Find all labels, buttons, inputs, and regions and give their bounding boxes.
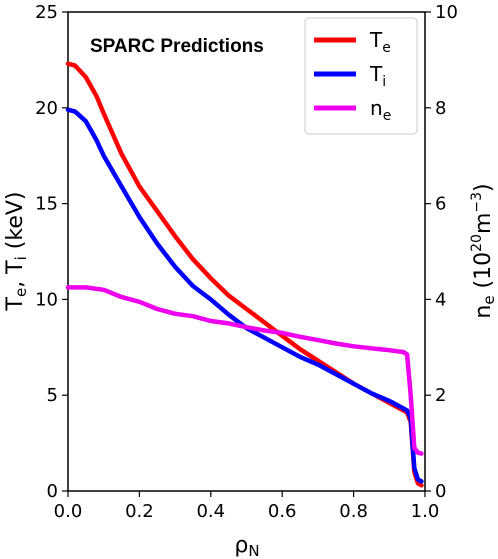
legend-label-ti: Ti	[369, 62, 386, 90]
y-left-tick-label: 15	[35, 194, 58, 215]
y-right-tick-label: 2	[435, 385, 446, 406]
y-left-tick-label: 5	[47, 385, 58, 406]
annotation-text: SPARC Predictions	[90, 36, 264, 57]
y-axis-label-right: ne (1020m−3)	[469, 183, 498, 318]
y-right-tick-label: 10	[435, 2, 458, 23]
y-axis-label-left: Te, Ti (keV)	[3, 192, 30, 312]
y-right-tick-label: 6	[435, 194, 446, 215]
x-tick-label: 0.2	[125, 501, 154, 522]
y-left-tick-label: 0	[47, 481, 58, 502]
series-layer	[65, 61, 424, 488]
legend-box	[304, 17, 418, 135]
series-line-ti	[65, 107, 424, 484]
y-right-tick-label: 4	[435, 289, 446, 310]
x-tick-label: 0.0	[54, 501, 83, 522]
x-tick-label: 0.6	[268, 501, 297, 522]
y-right-tick-label: 0	[435, 481, 446, 502]
plot-frame	[67, 11, 426, 492]
y-left-tick-label: 10	[35, 289, 58, 310]
y-left-tick-label: 20	[35, 98, 58, 119]
y-right-tick-label: 8	[435, 98, 446, 119]
series-line-ne	[65, 285, 424, 456]
x-tick-label: 0.8	[339, 501, 368, 522]
x-axis-label: ρN	[234, 533, 259, 559]
legend-label-ne: ne	[370, 96, 391, 124]
x-tick-label: 1.0	[411, 501, 440, 522]
y-left-tick-label: 25	[35, 2, 58, 23]
x-tick-label: 0.4	[196, 501, 225, 522]
legend-label-te: Te	[369, 28, 391, 56]
legend: Te Ti ne	[304, 17, 418, 135]
